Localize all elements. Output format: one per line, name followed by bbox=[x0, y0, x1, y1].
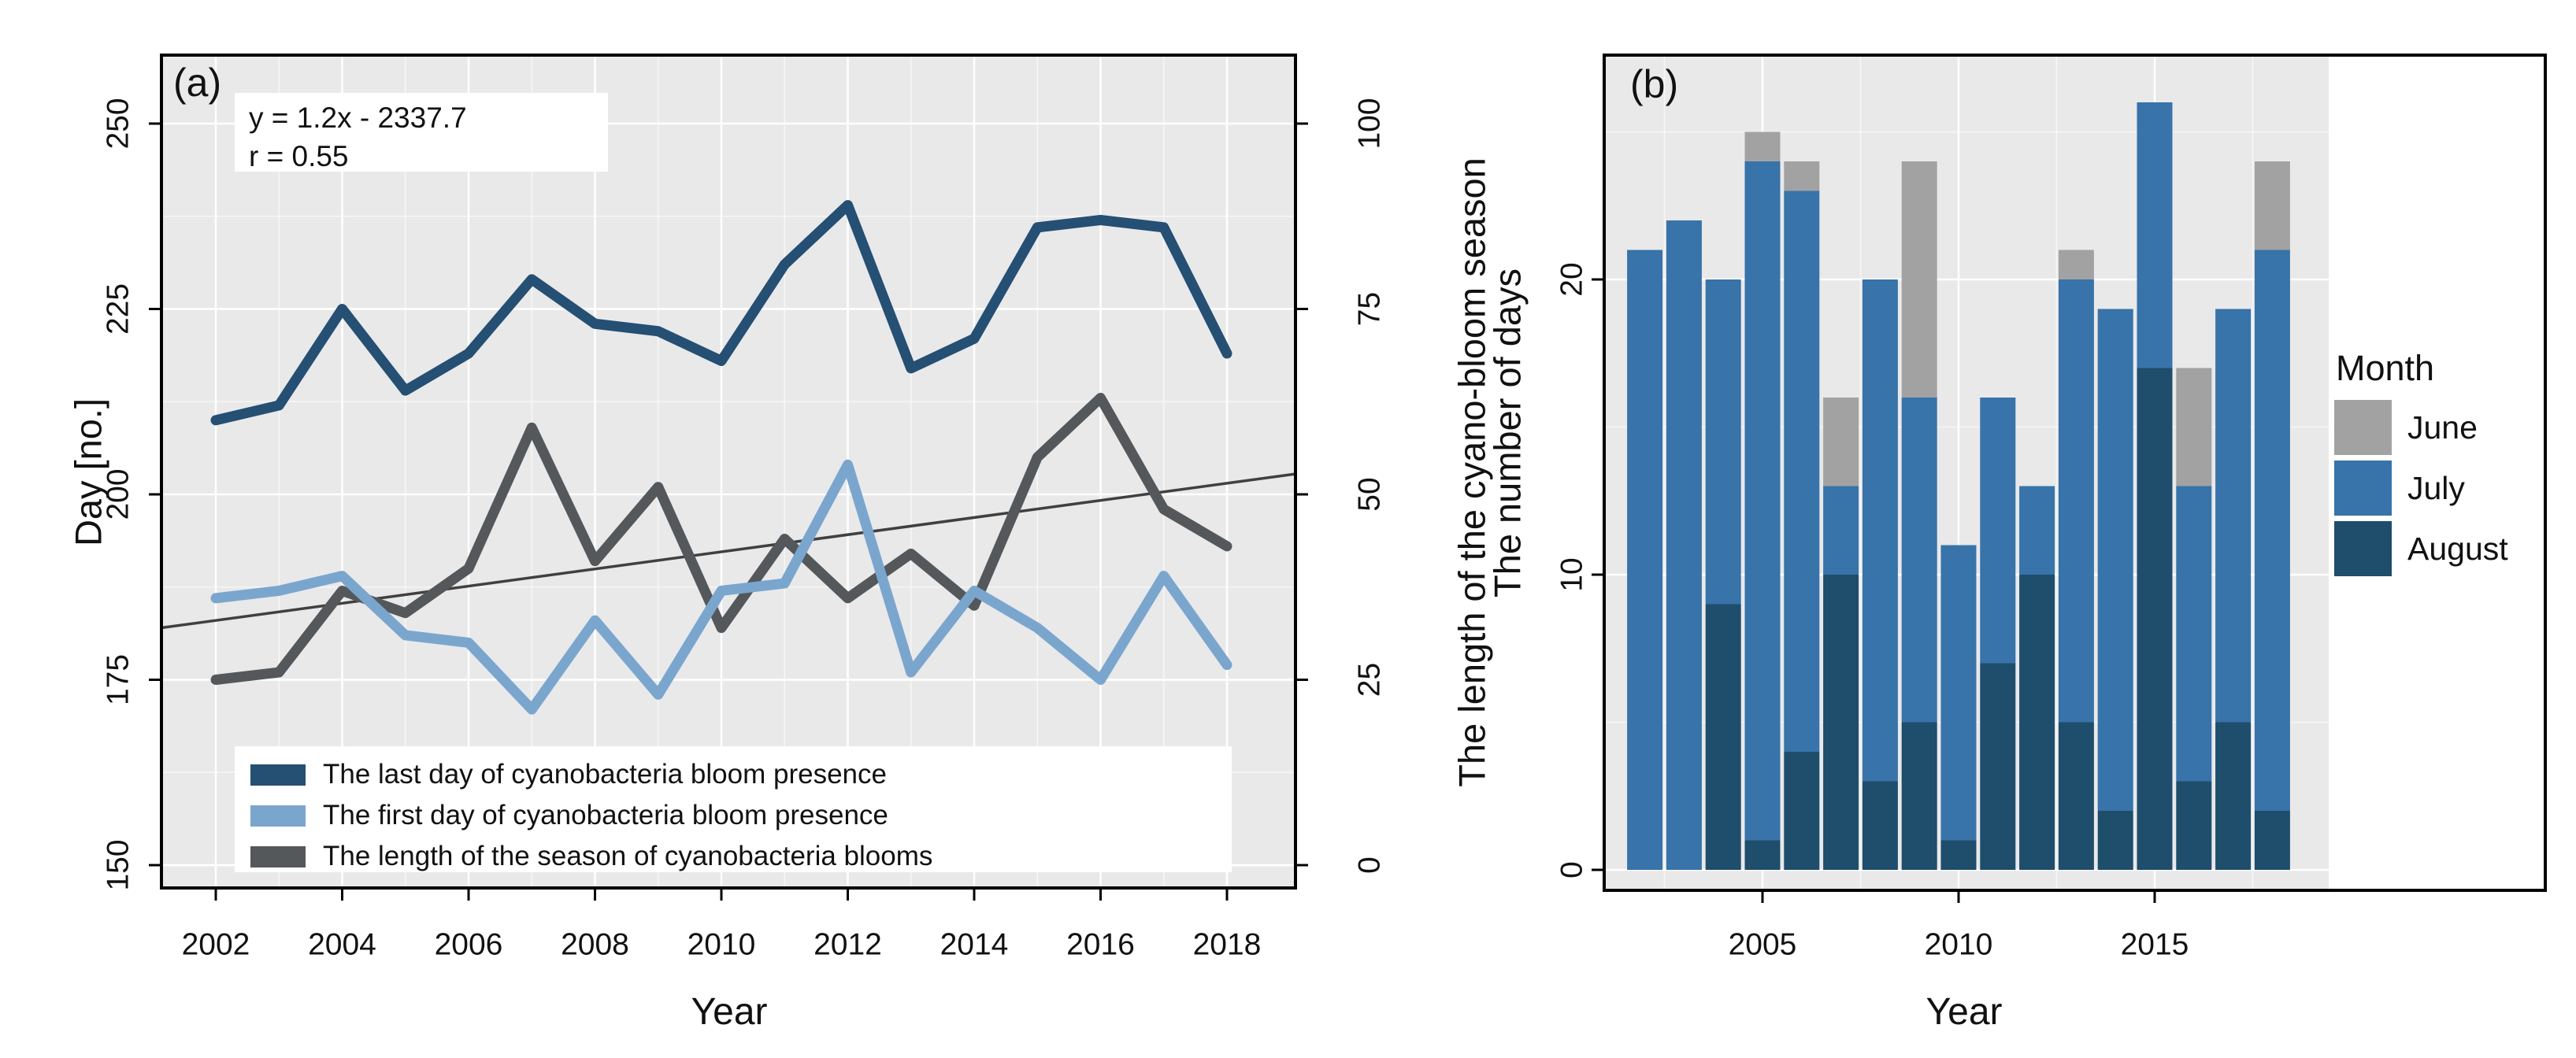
y-right-tick-label: 0 bbox=[1352, 856, 1386, 874]
bar-segment-june-2009 bbox=[1901, 161, 1937, 398]
y-left-tick-label: 225 bbox=[101, 283, 135, 335]
bar-segment-august-2013 bbox=[2058, 722, 2094, 870]
x-tick-label: 2018 bbox=[1193, 927, 1262, 961]
regression-equation: y = 1.2x - 2337.7 bbox=[249, 102, 467, 134]
panel-a-label: (a) bbox=[173, 61, 222, 105]
last-day-swatch bbox=[250, 764, 306, 786]
bar-segment-july-2012 bbox=[2019, 486, 2055, 575]
bar-segment-august-2004 bbox=[1705, 604, 1741, 870]
bar-segment-june-2018 bbox=[2254, 161, 2290, 250]
bar-segment-july-2009 bbox=[1901, 398, 1937, 723]
y-tick-label: 10 bbox=[1555, 557, 1588, 591]
bar-segment-june-2016 bbox=[2176, 368, 2212, 486]
bar-segment-august-2015 bbox=[2137, 368, 2173, 870]
bar-segment-june-2007 bbox=[1823, 398, 1859, 486]
bar-segment-august-2017 bbox=[2215, 722, 2252, 870]
august-swatch bbox=[2334, 521, 2392, 576]
bar-segment-august-2010 bbox=[1940, 840, 1977, 870]
bar-segment-august-2018 bbox=[2254, 811, 2290, 870]
season-length-swatch bbox=[250, 845, 306, 867]
bar-segment-august-2005 bbox=[1744, 840, 1781, 870]
first-day-swatch bbox=[250, 805, 306, 827]
bar-segment-june-2005 bbox=[1744, 131, 1781, 161]
y-left-tick-label: 200 bbox=[101, 468, 135, 520]
bar-segment-july-2008 bbox=[1862, 279, 1898, 782]
bar-segment-july-2003 bbox=[1666, 220, 1702, 870]
bar-segment-july-2002 bbox=[1627, 250, 1663, 870]
bar-segment-july-2007 bbox=[1823, 486, 1859, 575]
bar-segment-july-2018 bbox=[2254, 250, 2290, 811]
x-tick-label: 2014 bbox=[940, 927, 1009, 961]
bar-segment-august-2016 bbox=[2176, 781, 2212, 870]
x-tick-label: 2010 bbox=[688, 927, 756, 961]
bar-segment-august-2008 bbox=[1862, 781, 1898, 870]
bar-segment-august-2011 bbox=[1980, 663, 2016, 870]
bar-segment-july-2010 bbox=[1940, 545, 1977, 841]
bar-segment-july-2016 bbox=[2176, 486, 2212, 782]
july-swatch bbox=[2334, 461, 2392, 516]
y-right-tick-label: 100 bbox=[1352, 98, 1386, 149]
bar-segment-july-2013 bbox=[2058, 279, 2094, 723]
panel-b-border bbox=[1603, 54, 2547, 892]
legend-title: Month bbox=[2336, 348, 2435, 388]
x-tick-label: 2005 bbox=[1729, 927, 1797, 961]
x-tick-label: 2010 bbox=[1925, 927, 1993, 961]
y-right-tick-label: 50 bbox=[1352, 477, 1386, 511]
legend-item-season-length: The length of the season of cyanobacteri… bbox=[250, 836, 1232, 877]
panel-b-x-title: Year bbox=[1926, 991, 2003, 1033]
series-line-2 bbox=[210, 393, 1232, 685]
bar-segment-august-2014 bbox=[2097, 811, 2133, 870]
regression-r-value: r = 0.55 bbox=[249, 139, 349, 172]
y-left-tick-label: 150 bbox=[101, 839, 135, 890]
y-tick-label: 20 bbox=[1555, 262, 1588, 296]
bar-segment-july-2005 bbox=[1744, 161, 1781, 841]
bar-segment-august-2006 bbox=[1784, 752, 1820, 870]
bar-segment-june-2013 bbox=[2058, 250, 2094, 279]
y-tick-label: 0 bbox=[1555, 861, 1588, 879]
bar-segment-august-2007 bbox=[1823, 575, 1859, 870]
legend-item-first-day: The first day of cyanobacteria bloom pre… bbox=[250, 795, 1232, 836]
panel-b-label: (b) bbox=[1630, 62, 1679, 106]
bar-segment-june-2006 bbox=[1784, 161, 1820, 191]
y-right-tick-label: 75 bbox=[1352, 292, 1386, 326]
series-line-0 bbox=[210, 200, 1232, 426]
legend-item-last-day: The last day of cyanobacteria bloom pres… bbox=[250, 754, 1232, 795]
series-line-1 bbox=[210, 459, 1232, 715]
panel-a-border bbox=[160, 54, 1297, 890]
panel-b-legend: Month June July August bbox=[2334, 348, 2508, 582]
regression-annotation: y = 1.2x - 2337.7 r = 0.55 bbox=[235, 93, 608, 172]
bar-segment-july-2004 bbox=[1705, 279, 1741, 605]
legend-item-june: June bbox=[2334, 400, 2508, 455]
bar-segment-july-2017 bbox=[2215, 309, 2252, 723]
y-right-tick-label: 25 bbox=[1352, 663, 1386, 697]
bar-segment-july-2006 bbox=[1784, 191, 1820, 752]
bar-segment-august-2012 bbox=[2019, 575, 2055, 870]
y-left-tick-label: 175 bbox=[101, 654, 135, 705]
trend-line bbox=[161, 472, 1297, 630]
legend-item-july: July bbox=[2334, 461, 2508, 516]
x-tick-label: 2008 bbox=[561, 927, 629, 961]
x-tick-label: 2015 bbox=[2121, 927, 2189, 961]
y-left-tick-label: 250 bbox=[101, 98, 135, 149]
x-tick-label: 2006 bbox=[435, 927, 503, 961]
bar-segment-july-2011 bbox=[1980, 398, 2016, 664]
bar-segment-august-2009 bbox=[1901, 722, 1937, 870]
panel-a-x-title: Year bbox=[691, 991, 768, 1033]
panel-a-legend: The last day of cyanobacteria bloom pres… bbox=[235, 746, 1232, 872]
x-tick-label: 2012 bbox=[814, 927, 882, 961]
legend-item-august: August bbox=[2334, 521, 2508, 576]
x-tick-label: 2016 bbox=[1066, 927, 1135, 961]
june-swatch bbox=[2334, 400, 2392, 455]
x-tick-label: 2002 bbox=[182, 927, 250, 961]
bar-segment-july-2014 bbox=[2097, 309, 2133, 811]
x-tick-label: 2004 bbox=[308, 927, 376, 961]
bar-segment-july-2015 bbox=[2137, 102, 2173, 368]
